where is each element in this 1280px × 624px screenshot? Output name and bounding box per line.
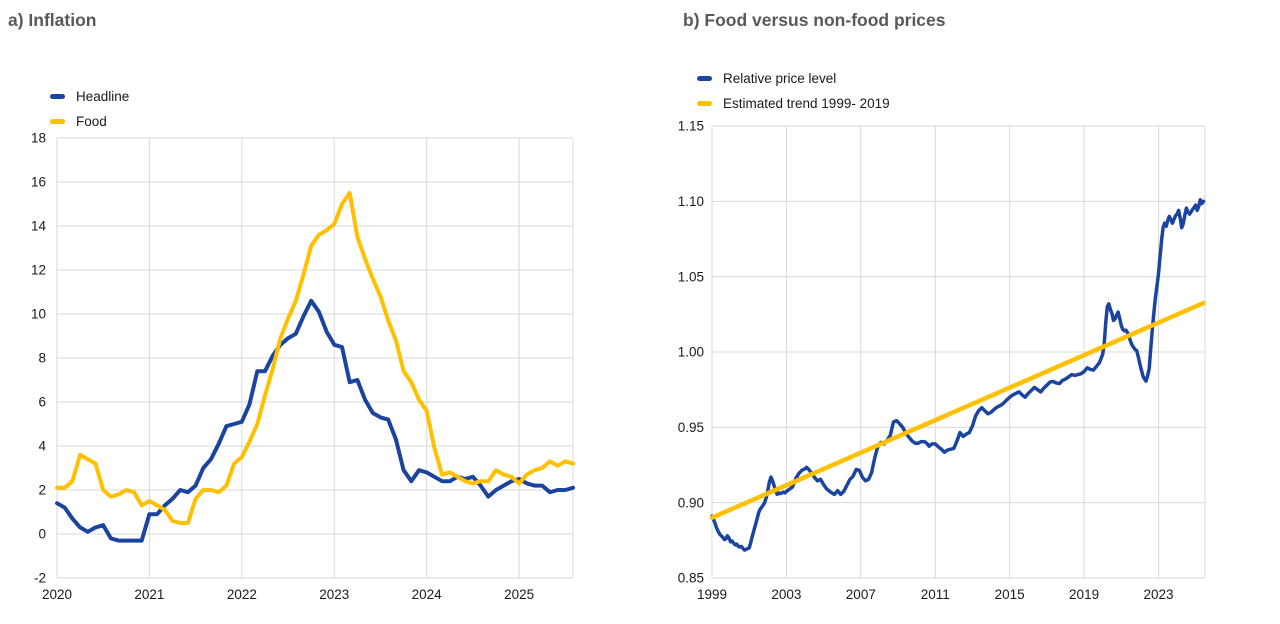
panel-b-title: b) Food versus non-food prices bbox=[683, 10, 946, 30]
legend-label-headline: Headline bbox=[76, 89, 130, 104]
legend-item-relative-price-level: Relative price level bbox=[697, 66, 890, 91]
svg-text:2020: 2020 bbox=[42, 587, 72, 602]
headline-line-swatch-icon bbox=[50, 94, 65, 99]
legend-label-estimated-trend: Estimated trend 1999- 2019 bbox=[723, 96, 890, 111]
svg-text:2015: 2015 bbox=[995, 587, 1025, 602]
svg-text:2023: 2023 bbox=[1143, 587, 1173, 602]
svg-text:2022: 2022 bbox=[227, 587, 257, 602]
svg-text:2025: 2025 bbox=[504, 587, 534, 602]
svg-text:2021: 2021 bbox=[134, 587, 164, 602]
estimated-trend-line-swatch-icon bbox=[697, 101, 712, 106]
svg-text:2011: 2011 bbox=[921, 587, 950, 602]
svg-text:4: 4 bbox=[38, 439, 46, 454]
legend-label-relative-price-level: Relative price level bbox=[723, 71, 837, 86]
svg-text:8: 8 bbox=[38, 351, 46, 366]
svg-text:0: 0 bbox=[38, 527, 46, 542]
svg-text:-2: -2 bbox=[34, 571, 46, 586]
svg-text:2003: 2003 bbox=[771, 587, 801, 602]
svg-text:6: 6 bbox=[38, 395, 46, 410]
svg-text:0.90: 0.90 bbox=[678, 495, 704, 510]
svg-text:0.95: 0.95 bbox=[678, 420, 704, 435]
svg-text:1999: 1999 bbox=[697, 587, 727, 602]
svg-text:10: 10 bbox=[31, 307, 46, 322]
legend-label-food: Food bbox=[76, 114, 107, 129]
legend-item-estimated-trend: Estimated trend 1999- 2019 bbox=[697, 91, 890, 116]
svg-text:1.15: 1.15 bbox=[678, 119, 704, 134]
food-line-swatch-icon bbox=[50, 119, 65, 124]
svg-text:12: 12 bbox=[31, 263, 46, 278]
svg-text:1.05: 1.05 bbox=[678, 269, 704, 284]
svg-text:2024: 2024 bbox=[412, 587, 443, 602]
svg-text:1.00: 1.00 bbox=[678, 345, 704, 360]
svg-text:1.10: 1.10 bbox=[678, 194, 704, 209]
panel-b-legend: Relative price level Estimated trend 199… bbox=[697, 66, 890, 116]
svg-text:16: 16 bbox=[31, 175, 46, 190]
panel-a-title: a) Inflation bbox=[8, 10, 97, 30]
svg-text:14: 14 bbox=[31, 219, 47, 234]
svg-text:2023: 2023 bbox=[319, 587, 349, 602]
svg-text:2007: 2007 bbox=[846, 587, 876, 602]
panel-a-legend: Headline Food bbox=[50, 84, 129, 134]
svg-text:2019: 2019 bbox=[1069, 587, 1099, 602]
svg-text:0.85: 0.85 bbox=[678, 571, 704, 586]
svg-text:2: 2 bbox=[38, 483, 46, 498]
legend-item-food: Food bbox=[50, 109, 129, 134]
svg-text:18: 18 bbox=[31, 131, 46, 146]
relative-price-line-swatch-icon bbox=[697, 76, 712, 81]
legend-item-headline: Headline bbox=[50, 84, 129, 109]
